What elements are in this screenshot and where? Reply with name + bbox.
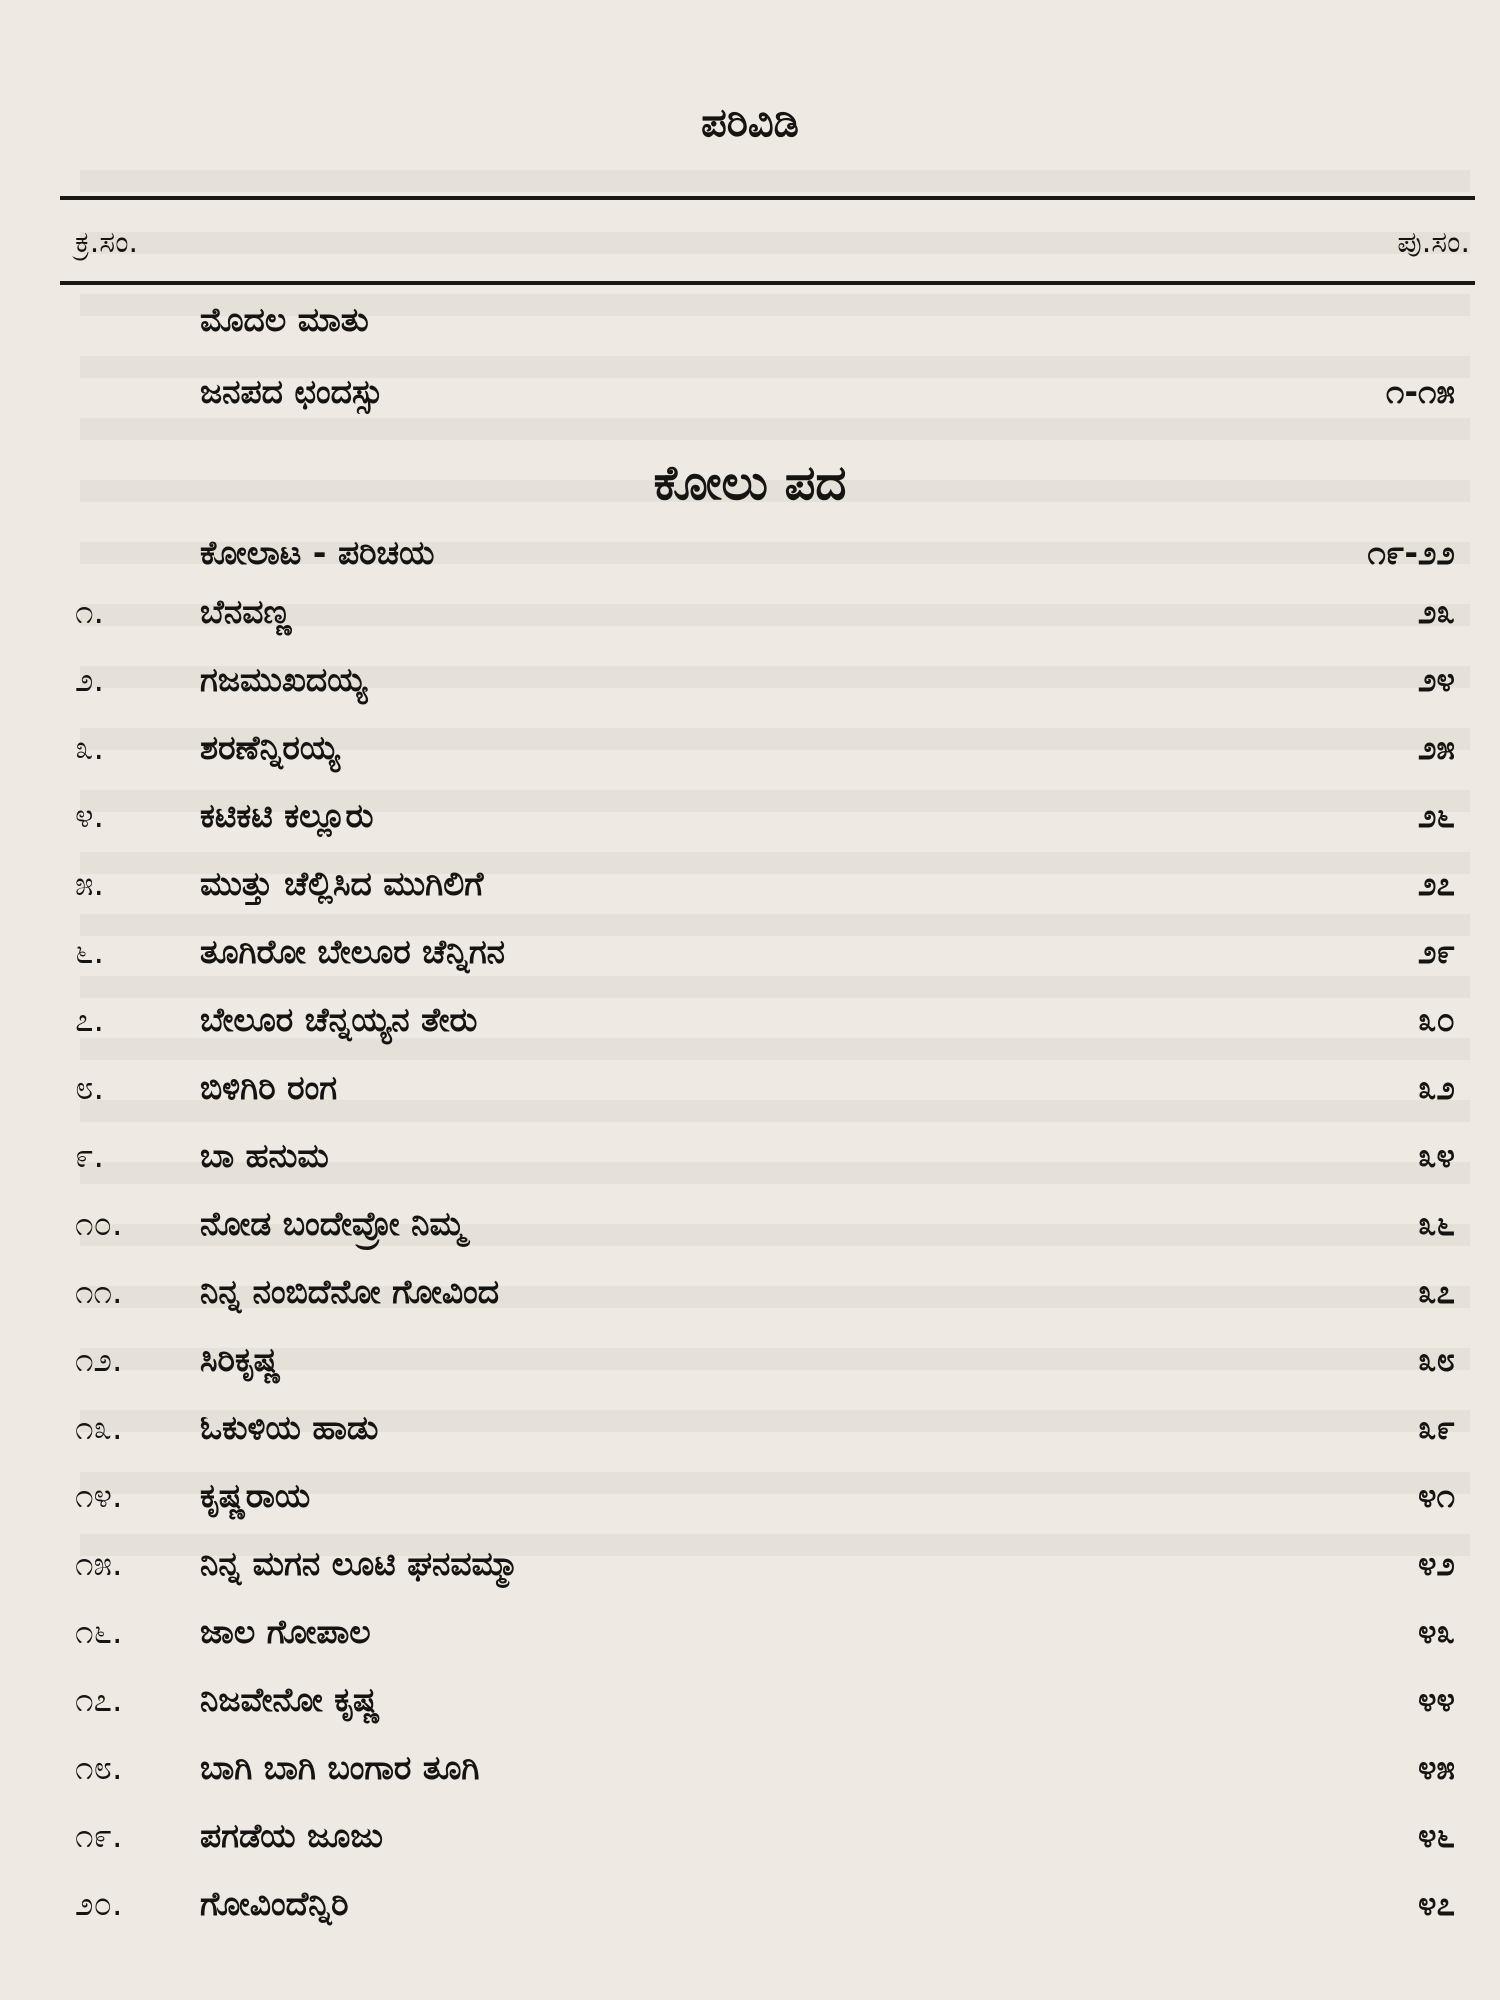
toc-entry: ೫. ಮುತ್ತು ಚೆಲ್ಲಿಸಿದ ಮುಗಿಲಿಗೆ ೨೭ [0,864,1500,924]
entry-page: ೩೮ [1418,1340,1455,1379]
toc-entry: ೧೭. ನಿಜವೇನೋ ಕೃಷ್ಣ ೪೪ [0,1680,1500,1740]
entry-page: ೩೯ [1418,1408,1455,1447]
entry-title: ಶರಣೆನ್ನಿರಯ್ಯ [200,728,340,767]
entry-number: ೧೫. [75,1544,123,1583]
toc-entry: ೧೮. ಬಾಗಿ ಬಾಗಿ ಬಂಗಾರ ತೂಗಿ ೪೫ [0,1748,1500,1808]
toc-entry: ೮. ಬಿಳಿಗಿರಿ ರಂಗ ೩೨ [0,1068,1500,1128]
entry-page: ೪೪ [1418,1680,1455,1719]
entry-page: ೨೩ [1418,592,1455,631]
toc-entry: ೧೫. ನಿನ್ನ ಮಗನ ಲೂಟಿ ಘನವಮ್ಮಾ ೪೨ [0,1544,1500,1604]
entry-title: ಪಗಡೆಯ ಜೂಜು [200,1816,384,1855]
toc-entry: ೧೦. ನೋಡ ಬಂದೇವ್ರೋ ನಿಮ್ಮ ೩೬ [0,1204,1500,1264]
toc-entry: ೧೨. ಸಿರಿಕೃಷ್ಣ ೩೮ [0,1340,1500,1400]
entry-page: ೪೬ [1418,1816,1455,1855]
toc-entry: ೧೪. ಕೃಷ್ಣರಾಯ ೪೧ [0,1476,1500,1536]
entry-number: ೯. [75,1136,104,1175]
entry-title: ನಿನ್ನ ಮಗನ ಲೂಟಿ ಘನವಮ್ಮಾ [200,1544,520,1583]
entry-number: ೧೦. [75,1204,123,1243]
entry-title: ಗಜಮುಖದಯ್ಯ [200,660,368,699]
toc-entry: ೧೩. ಓಕುಳಿಯ ಹಾಡು ೩೯ [0,1408,1500,1468]
entry-title: ಸಿರಿಕೃಷ್ಣ [200,1340,281,1379]
section-heading: ಕೋಲು ಪದ [653,455,847,511]
toc-entry: ೧೧. ನಿನ್ನ ನಂಬಿದೆನೋ ಗೋವಿಂದ ೩೭ [0,1272,1500,1332]
entry-number: ೧. [75,592,104,631]
header-rule [60,281,1475,285]
entry-page: ೪೨ [1418,1544,1455,1583]
entry-page: ೩೪ [1418,1136,1455,1175]
entry-page: ೩೭ [1418,1272,1455,1311]
entry-number: ೨೦. [75,1884,123,1923]
toc-entry: ೧. ಬೆನವಣ್ಣ ೨೩ [0,592,1500,652]
entry-number: ೭. [75,1000,104,1039]
entry-title: ಬೆನವಣ್ಣ [200,592,292,631]
toc-entry-preface: ಮೊದಲ ಮಾತು [0,300,1500,360]
toc-entry: ೭. ಬೇಲೂರ ಚೆನ್ನಯ್ಯನ ತೇರು ೩೦ [0,1000,1500,1060]
entry-number: ೧೭. [75,1680,123,1719]
toc-entry-prosody: ಜನಪದ ಛಂದಸ್ಸು ೧-೧೫ [0,372,1500,432]
entry-page: ೩೦ [1418,1000,1455,1039]
entry-title: ಗೋವಿಂದೆನ್ನಿರಿ [200,1884,349,1923]
entry-page: ೪೧ [1418,1476,1455,1515]
entry-title: ಮುತ್ತು ಚೆಲ್ಲಿಸಿದ ಮುಗಿಲಿಗೆ [200,864,484,903]
serial-number-header: ಕ್ರ.ಸಂ. [75,225,139,260]
entry-page: ೨೯ [1418,932,1455,971]
entry-number: ೩. [75,728,104,767]
toc-entry: ೨. ಗಜಮುಖದಯ್ಯ ೨೪ [0,660,1500,720]
entry-page: ೨೫ [1418,728,1455,767]
entry-number: ೧೯. [75,1816,123,1855]
entry-title: ಬಾಗಿ ಬಾಗಿ ಬಂಗಾರ ತೂಗಿ [200,1748,480,1787]
entry-title: ಓಕುಳಿಯ ಹಾಡು [200,1408,379,1447]
entry-title: ಮೊದಲ ಮಾತು [200,300,369,339]
toc-entry: ೧೬. ಜಾಲ ಗೋಪಾಲ ೪೩ [0,1612,1500,1672]
entry-page: ೩೬ [1418,1204,1455,1243]
entry-title: ಬಾ ಹನುಮ [200,1136,329,1175]
entry-title: ನಿಜವೇನೋ ಕೃಷ್ಣ [200,1680,381,1719]
entry-title: ಜನಪದ ಛಂದಸ್ಸು [200,372,384,411]
entry-title: ನಿನ್ನ ನಂಬಿದೆನೋ ಗೋವಿಂದ [200,1272,500,1311]
entry-number: ೧೧. [75,1272,123,1311]
entry-title: ನೋಡ ಬಂದೇವ್ರೋ ನಿಮ್ಮ [200,1204,466,1243]
toc-entry: ೩. ಶರಣೆನ್ನಿರಯ್ಯ ೨೫ [0,728,1500,788]
top-rule [60,196,1475,200]
entry-page: ೩೨ [1418,1068,1455,1107]
entry-number: ೫. [75,864,104,903]
toc-entry: ೬. ತೂಗಿರೋ ಬೇಲೂರ ಚೆನ್ನಿಗನ ೨೯ [0,932,1500,992]
entry-number: ೨. [75,660,104,699]
page-number-header: ಪು.ಸಂ. [1397,225,1470,260]
entry-title: ಕೋಲಾಟ - ಪರಿಚಯ [200,533,435,572]
entry-page: ೪೭ [1418,1884,1455,1923]
entry-title: ಕಟಿಕಟಿ ಕಲ್ಲೂರು [200,796,374,835]
entry-title: ತೂಗಿರೋ ಬೇಲೂರ ಚೆನ್ನಿಗನ [200,932,506,971]
entry-number: ೧೩. [75,1408,123,1447]
entry-page: ೧-೧೫ [1385,372,1455,411]
entry-number: ೧೮. [75,1748,123,1787]
entry-title: ಕೃಷ್ಣರಾಯ [200,1476,311,1515]
entry-number: ೧೬. [75,1612,123,1651]
entry-number: ೪. [75,796,104,835]
entry-page: ೪೫ [1418,1748,1455,1787]
toc-entry: ೯. ಬಾ ಹನುಮ ೩೪ [0,1136,1500,1196]
entry-title: ಜಾಲ ಗೋಪಾಲ [200,1612,371,1651]
toc-entry: ೨೦. ಗೋವಿಂದೆನ್ನಿರಿ ೪೭ [0,1884,1500,1944]
entry-title: ಬಿಳಿಗಿರಿ ರಂಗ [200,1068,338,1107]
entry-page: ೨೭ [1418,864,1455,903]
toc-entry: ೪. ಕಟಿಕಟಿ ಕಲ್ಲೂರು ೨೬ [0,796,1500,856]
toc-entry: ೧೯. ಪಗಡೆಯ ಜೂಜು ೪೬ [0,1816,1500,1876]
entry-number: ೮. [75,1068,104,1107]
entry-page: ೨೬ [1418,796,1455,835]
entry-page: ೪೩ [1418,1612,1455,1651]
entry-number: ೧೪. [75,1476,123,1515]
page-title: ಪರಿವಿಡಿ [701,100,799,146]
entry-number: ೬. [75,932,104,971]
entry-number: ೧೨. [75,1340,123,1379]
entry-page: ೧೯-೨೨ [1367,533,1455,572]
entry-page: ೨೪ [1418,660,1455,699]
toc-entry-intro: ಕೋಲಾಟ - ಪರಿಚಯ ೧೯-೨೨ [0,533,1500,593]
entry-title: ಬೇಲೂರ ಚೆನ್ನಯ್ಯನ ತೇರು [200,1000,478,1039]
